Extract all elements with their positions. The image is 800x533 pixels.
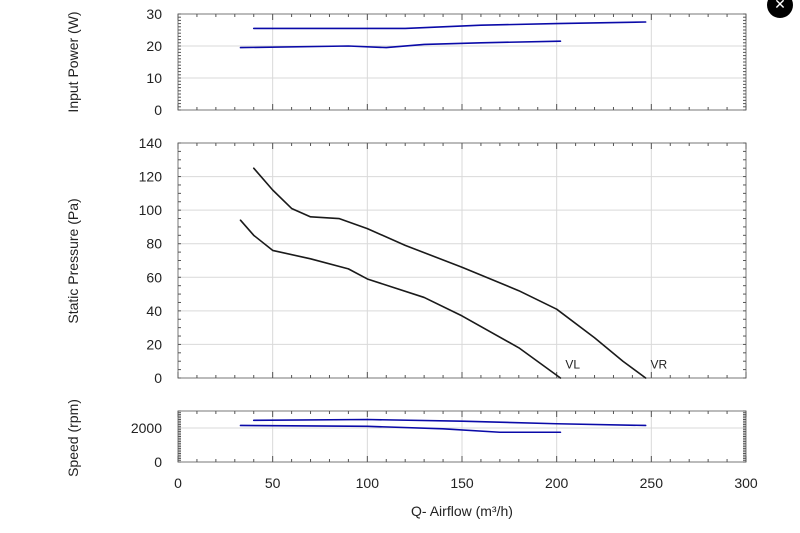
y-tick-label: 10 (146, 70, 162, 86)
y-tick-label: 100 (139, 202, 163, 218)
y-tick-label: 30 (146, 6, 162, 22)
x-tick-label: 150 (450, 475, 474, 491)
close-icon[interactable]: ✕ (767, 0, 793, 18)
y-tick-label: 0 (154, 370, 162, 386)
y-tick-label: 20 (146, 38, 162, 54)
y-tick-label: 2000 (131, 420, 162, 436)
series-line-1-0 (252, 167, 647, 379)
y-tick-label: 40 (146, 303, 162, 319)
series-line-0-1 (239, 40, 562, 49)
x-tick-label: 50 (265, 475, 281, 491)
curve-label: VR (651, 358, 668, 372)
x-tick-label: 200 (545, 475, 569, 491)
y-axis-label: Static Pressure (Pa) (65, 198, 81, 323)
panel-0: 0 10 20 30 Input Power (W) (65, 6, 747, 118)
x-tick-label: 250 (640, 475, 664, 491)
panel-2: 0 2000 Speed (rpm) 0 50 100 150 200 250 300 Q- Air… (65, 399, 758, 519)
series-line-2-0 (252, 418, 647, 427)
y-tick-label: 0 (154, 102, 162, 118)
y-tick-label: 120 (139, 169, 163, 185)
y-tick-label: 80 (146, 236, 162, 252)
curve-label: VL (565, 358, 580, 372)
x-axis-label: Q- Airflow (m³/h) (411, 503, 513, 519)
y-tick-label: 0 (154, 454, 162, 470)
panel-1: 0 20 40 60 80 100 120 140 Static Pressure (Pa) VL… (65, 135, 747, 386)
y-axis-label: Input Power (W) (65, 11, 81, 112)
y-tick-label: 60 (146, 269, 162, 285)
x-tick-label: 300 (734, 475, 758, 491)
x-tick-label: 100 (356, 475, 380, 491)
series-line-1-1 (239, 219, 562, 379)
series-line-2-1 (239, 424, 562, 434)
y-tick-label: 20 (146, 336, 162, 352)
y-axis-label: Speed (rpm) (65, 399, 81, 477)
y-tick-label: 140 (139, 135, 163, 151)
series-line-0-0 (252, 21, 647, 30)
x-tick-label: 0 (174, 475, 182, 491)
